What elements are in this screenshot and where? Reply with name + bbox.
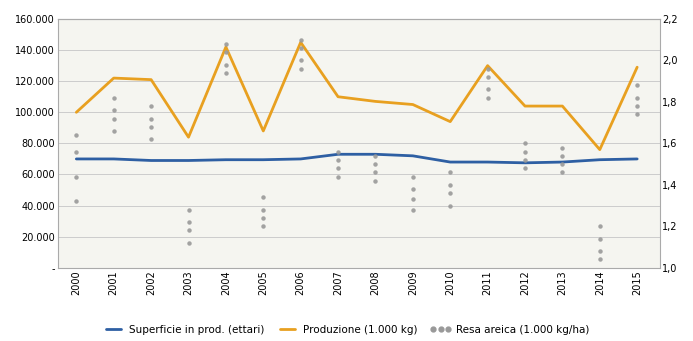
Superficie in prod. (ettari) — [484, 160, 492, 164]
Produzione (1.000 kg) — [222, 45, 230, 49]
Produzione (1.000 kg) — [484, 64, 492, 68]
Superficie in prod. (ettari) — [371, 152, 380, 156]
Superficie in prod. (ettari) — [409, 154, 417, 158]
Line: Produzione (1.000 kg): Produzione (1.000 kg) — [76, 42, 637, 150]
Produzione (1.000 kg) — [595, 148, 604, 152]
Legend: Superficie in prod. (ettari), Produzione (1.000 kg), Resa areica (1.000 kg/ha): Superficie in prod. (ettari), Produzione… — [99, 321, 594, 339]
Superficie in prod. (ettari) — [595, 158, 604, 162]
Produzione (1.000 kg) — [184, 135, 193, 139]
Superficie in prod. (ettari) — [633, 157, 641, 161]
Superficie in prod. (ettari) — [521, 161, 529, 165]
Produzione (1.000 kg) — [259, 129, 267, 133]
Produzione (1.000 kg) — [633, 65, 641, 69]
Superficie in prod. (ettari) — [559, 160, 567, 164]
Produzione (1.000 kg) — [409, 103, 417, 107]
Superficie in prod. (ettari) — [297, 157, 305, 161]
Superficie in prod. (ettari) — [184, 159, 193, 163]
Produzione (1.000 kg) — [334, 95, 342, 99]
Produzione (1.000 kg) — [72, 110, 80, 114]
Produzione (1.000 kg) — [446, 120, 455, 124]
Superficie in prod. (ettari) — [147, 159, 155, 163]
Produzione (1.000 kg) — [559, 104, 567, 108]
Superficie in prod. (ettari) — [259, 158, 267, 162]
Superficie in prod. (ettari) — [446, 160, 455, 164]
Produzione (1.000 kg) — [521, 104, 529, 108]
Superficie in prod. (ettari) — [72, 157, 80, 161]
Produzione (1.000 kg) — [109, 76, 118, 80]
Superficie in prod. (ettari) — [222, 158, 230, 162]
Superficie in prod. (ettari) — [334, 152, 342, 156]
Produzione (1.000 kg) — [297, 40, 305, 44]
Produzione (1.000 kg) — [371, 99, 380, 103]
Line: Superficie in prod. (ettari): Superficie in prod. (ettari) — [76, 154, 637, 163]
Superficie in prod. (ettari) — [109, 157, 118, 161]
Produzione (1.000 kg) — [147, 78, 155, 82]
